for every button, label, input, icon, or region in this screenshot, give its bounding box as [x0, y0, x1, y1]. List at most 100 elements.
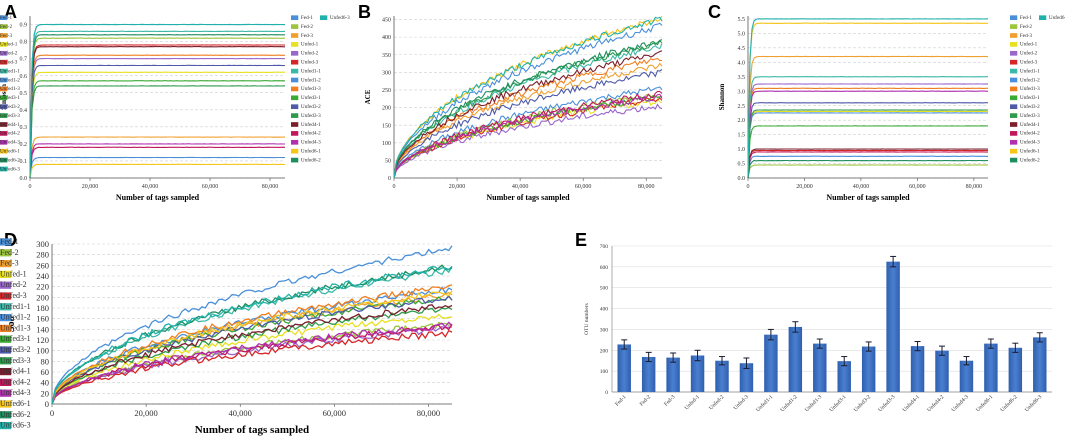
legend-swatch [291, 77, 299, 83]
legend-label: Unfed-3 [0, 291, 27, 300]
series-line-unfed1-2 [29, 23, 286, 179]
series-line-unfed1-3 [747, 87, 989, 179]
legend-label: Unfed-1 [0, 269, 27, 278]
legend-swatch [0, 77, 8, 83]
series-line-fed-1 [393, 86, 663, 179]
y-tick-label: 0.0 [20, 176, 28, 182]
legend-label: Fed-2 [0, 248, 19, 257]
series-line-fed-2 [51, 321, 453, 405]
legend-swatch [1010, 113, 1018, 118]
series-line-unfed3-3 [29, 85, 286, 179]
legend-label: Unfed-1 [0, 41, 18, 48]
legend-label: Fed-2 [0, 24, 13, 30]
legend-swatch [0, 157, 8, 163]
y-tick-label: 700 [600, 244, 609, 250]
legend-label: Unfed1-1 [0, 302, 31, 311]
y-tick-label: 300 [600, 327, 609, 333]
y-axis-title: Sob [6, 316, 17, 333]
legend-label: Unfed4-2 [1020, 130, 1040, 137]
y-tick-label: 0 [605, 390, 608, 396]
y-tick-label: 0.6 [20, 74, 28, 80]
x-tick-label: Unfed-2 [708, 393, 726, 411]
chart-panel-b: 0 50 100 150 200 250 300 350 400 450 0 20,000 40,000… [0, 15, 663, 202]
series-line-fed-1 [51, 245, 453, 405]
legend-label: Unfed3-1 [0, 334, 31, 343]
legend-swatch [1010, 15, 1018, 21]
x-tick-label: Fed-1 [614, 394, 627, 407]
legend-label: Unfed-2 [0, 280, 27, 289]
legend-label: Unfed3-3 [0, 112, 20, 119]
bar-unfed3-3 [886, 261, 900, 392]
series-line-unfed4-1 [51, 304, 453, 405]
legend-swatch [1010, 68, 1018, 74]
legend-label: Unfed3-2 [0, 103, 20, 110]
x-tick-label: Unfed1-3 [803, 393, 823, 413]
legend-swatch [0, 368, 12, 376]
legend-swatch [0, 238, 12, 246]
x-tick-label: 0 [50, 408, 54, 418]
legend-label: Unfed6-2 [1020, 156, 1040, 163]
legend-label: Unfed3-3 [301, 112, 321, 119]
chart-panel-d: 0204060801001201401601802002202402602803… [0, 237, 453, 436]
legend-swatch [1010, 95, 1018, 101]
x-tick-label: Unfed3-2 [852, 393, 872, 413]
y-axis-title: OTU numbers [584, 303, 590, 335]
bar-unfed4-2 [935, 350, 949, 392]
legend-label: Unfed1-1 [0, 67, 20, 74]
bar-unfed1-3 [813, 343, 827, 392]
y-tick-label: 80 [41, 356, 50, 366]
x-tick-label: Unfed1-1 [754, 393, 774, 413]
legend-swatch [0, 346, 12, 354]
series-line-unfed-1 [29, 71, 285, 179]
series-line-fed-2 [29, 37, 286, 179]
series-line-unfed4-2 [747, 151, 989, 179]
y-tick-label: 0.5 [20, 91, 28, 97]
y-tick-label: 5.5 [738, 17, 746, 23]
y-tick-label: 3.5 [738, 75, 746, 81]
x-tick-label: Unfed6-2 [999, 393, 1019, 413]
series-line-unfed1-1 [747, 76, 988, 179]
legend-swatch [0, 281, 12, 289]
series-line-unfed1-3 [29, 54, 285, 179]
y-tick-label: 400 [382, 35, 391, 41]
series-line-unfed3-2 [29, 64, 286, 179]
series-line-unfed3-3 [393, 39, 663, 179]
bar-fed-3 [666, 357, 680, 392]
legend-label: Unfed-1 [301, 41, 319, 48]
legend-swatch [291, 104, 299, 110]
legend-label: Unfed4-2 [0, 377, 31, 386]
x-tick-label: 0 [747, 184, 750, 190]
chart-panel-c: 0.0 0.5 1.0 1.5 2.0 2.5 3.0 3.5 4.0 4.5 5.0 5.5 0 20,… [718, 14, 1065, 202]
legend-label: Unfed3-3 [1020, 112, 1040, 119]
bar-unfed3-2 [861, 346, 876, 392]
series-line-fed-2 [747, 164, 989, 179]
y-tick-label: 160 [36, 314, 49, 324]
series-line-fed-3 [393, 62, 663, 179]
series-line-unfed6-3 [393, 16, 663, 179]
y-tick-label: 0.7 [20, 57, 28, 63]
y-tick-label: 500 [600, 286, 609, 292]
y-tick-label: 5.0 [738, 31, 746, 37]
x-tick-label: Unfed4-1 [901, 393, 921, 413]
legend-swatch [1010, 33, 1018, 38]
legend-swatch [1010, 122, 1018, 127]
y-tick-label: 2.5 [738, 104, 746, 110]
legend-swatch [0, 50, 8, 56]
legend-label: Unfed6-2 [301, 156, 321, 163]
x-tick-label: 80,000 [638, 184, 655, 190]
legend-swatch [291, 15, 299, 21]
legend-label: Fed-3 [301, 33, 314, 39]
legend-label: Unfed3-2 [1020, 103, 1040, 110]
series-line-unfed6-1 [393, 15, 663, 179]
y-tick-label: 60 [41, 367, 50, 377]
series-line-unfed3-1 [393, 95, 663, 179]
y-tick-label: 140 [36, 324, 49, 334]
legend-label: Unfed-2 [0, 50, 18, 57]
y-tick-label: 250 [382, 88, 391, 94]
bar-unfed4-1 [910, 346, 925, 392]
series-line-fed-1 [747, 155, 988, 179]
y-tick-label: 20 [41, 388, 50, 398]
legend-label: Unfed4-1 [0, 121, 20, 128]
series-line-unfed6-1 [51, 290, 453, 405]
y-tick-label: 50 [385, 158, 391, 164]
